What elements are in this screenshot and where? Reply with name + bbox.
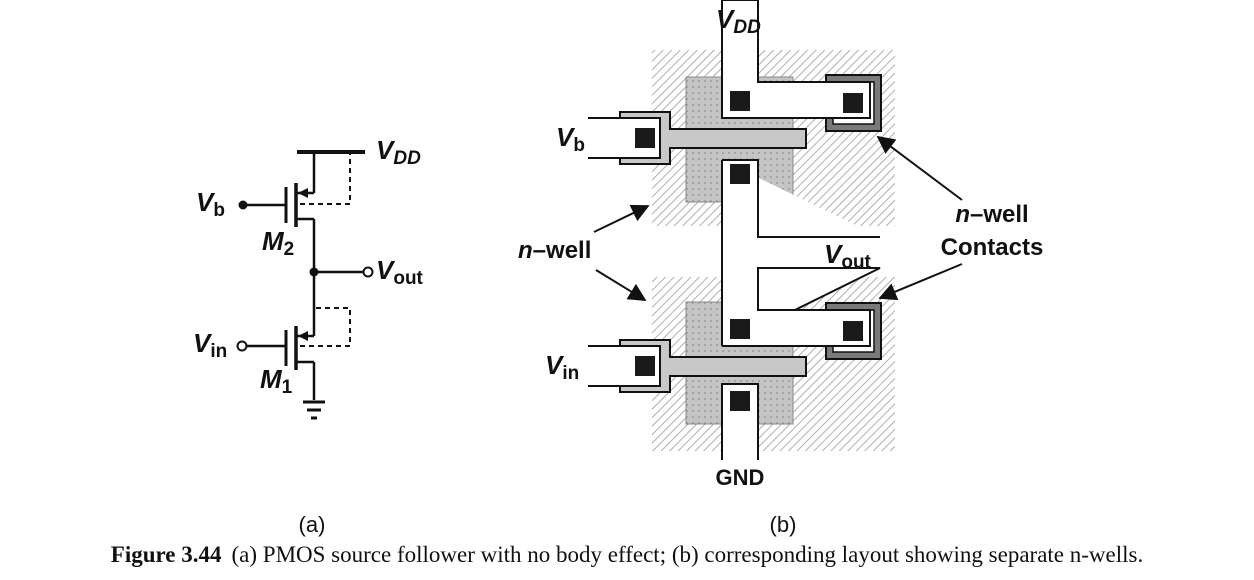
n-well-arrow-lower (595, 269, 647, 301)
circuit-vin-subscript: in (210, 341, 227, 362)
vin-gate-contact (635, 356, 655, 376)
circuit-vb-label: V (196, 187, 216, 217)
lower-poly-gate (619, 339, 807, 393)
svg-text:VDD: VDD (716, 4, 761, 38)
layout-vin-label: V (545, 350, 565, 380)
layout-vb-subscript: b (573, 135, 585, 156)
upper-poly-gate (619, 111, 807, 165)
layout-vdd-subscript: DD (733, 17, 761, 38)
figure-caption: Figure 3.44 (a) PMOS source follower with… (0, 542, 1254, 568)
vb-gate-contact (635, 128, 655, 148)
m1-source-contact (730, 319, 750, 339)
svg-text:Vb: Vb (196, 187, 225, 221)
svg-text:Vout: Vout (824, 239, 872, 273)
layout-gnd-label: GND (716, 465, 765, 490)
figure-number: Figure 3.44 (110, 542, 222, 567)
circuit-vdd-subscript: DD (393, 148, 421, 169)
layout-vout-subscript: out (841, 252, 871, 273)
svg-text:Vin: Vin (193, 328, 227, 362)
vdd-metal (721, 0, 871, 119)
contacts-label-italic: n (955, 201, 970, 228)
layout-vin-subscript: in (562, 363, 579, 384)
circuit-vout-subscript: out (393, 268, 423, 289)
m1-source-arrow (298, 331, 308, 341)
figure-caption-text: (a) PMOS source follower with no body ef… (231, 542, 1144, 567)
vb-terminal (238, 200, 248, 210)
m2-drain-contact (730, 164, 750, 184)
circuit-vin-label: V (193, 328, 213, 358)
vout-terminal (362, 266, 374, 278)
layout-vout-label: V (824, 239, 844, 269)
svg-text:n–well: n–well (955, 201, 1028, 228)
m2-transistor (247, 152, 351, 272)
n-well-label-italic: n (518, 237, 533, 264)
circuit-m1-subscript: 1 (282, 377, 293, 398)
contacts-arrow-upper (876, 135, 963, 201)
circuit-m1-label: M (260, 364, 283, 394)
layout-drawing (588, 0, 963, 460)
n-well-arrow-upper (593, 204, 650, 233)
circuit-m2-subscript: 2 (284, 239, 295, 260)
layout-vdd-label: V (716, 4, 736, 34)
svg-text:Vout: Vout (376, 255, 424, 289)
svg-text:Vin: Vin (545, 350, 579, 384)
circuit-vout-label: V (376, 255, 396, 285)
lower-well-contact (843, 321, 863, 341)
vin-terminal (236, 340, 248, 352)
figure-canvas: VDD Vb M2 Vout Vin M1 (193, 0, 1044, 537)
contacts-label-line2: Contacts (941, 234, 1044, 261)
panel-a-label: (a) (299, 512, 326, 537)
contacts-arrow-lower (878, 263, 963, 301)
circuit-vb-subscript: b (213, 200, 225, 221)
gnd-contact (730, 391, 750, 411)
svg-text:Vb: Vb (556, 122, 585, 156)
svg-text:VDD: VDD (376, 135, 421, 169)
n-well-label-rest: –well (533, 237, 592, 264)
circuit-m2-label: M (262, 226, 285, 256)
layout-vb-label: V (556, 122, 576, 152)
m2-bulk-connection (300, 152, 351, 205)
vdd-source-contact (730, 91, 750, 111)
ground-symbol (303, 400, 325, 420)
panel-b-label: (b) (770, 512, 797, 537)
m2-source-arrow (298, 188, 308, 198)
circuit-vdd-label: V (376, 135, 396, 165)
m1-transistor (246, 272, 351, 400)
svg-text:M2: M2 (262, 226, 294, 260)
svg-text:n–well: n–well (518, 237, 591, 264)
svg-text:M1: M1 (260, 364, 293, 398)
contacts-label-rest: –well (970, 201, 1029, 228)
upper-well-contact (843, 93, 863, 113)
pmos-source-follower-schematic (236, 150, 374, 420)
